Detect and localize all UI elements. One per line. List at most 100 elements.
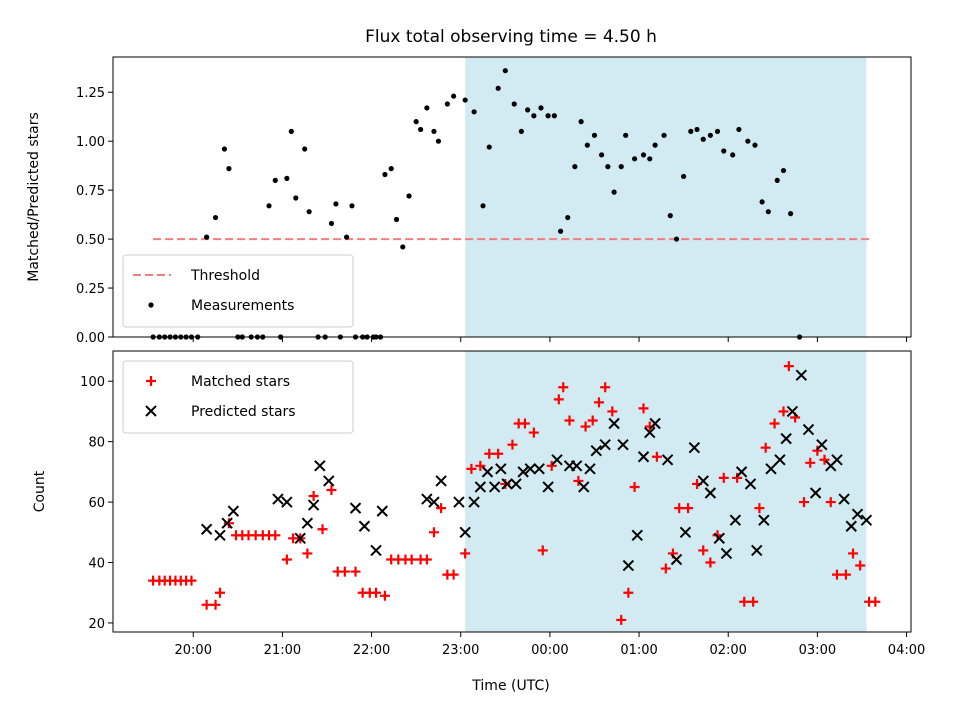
- data-point: [631, 156, 638, 162]
- data-point: [572, 164, 578, 170]
- data-point: [453, 496, 465, 508]
- data-point: [714, 128, 721, 135]
- data-point: [809, 487, 822, 499]
- data-point: [778, 406, 789, 417]
- data-point: [638, 403, 649, 414]
- data-point: [661, 454, 674, 466]
- data-point: [674, 503, 685, 514]
- data-point: [376, 505, 388, 517]
- data-point: [670, 553, 683, 566]
- data-point: [538, 105, 544, 111]
- data-point: [649, 417, 661, 430]
- data-point: [564, 415, 575, 426]
- data-point: [500, 478, 511, 489]
- data-point: [758, 514, 770, 526]
- data-point: [486, 144, 492, 150]
- data-point: [617, 438, 629, 451]
- data-point: [578, 481, 590, 493]
- data-point: [838, 493, 850, 505]
- legend-label: Threshold: [190, 268, 260, 284]
- data-point: [519, 418, 530, 429]
- bottom-y-axis-label: Count: [32, 470, 48, 512]
- data-point: [812, 445, 823, 456]
- data-point: [200, 523, 213, 535]
- data-point: [765, 209, 771, 215]
- data-point: [510, 478, 522, 490]
- y-tick-label: 40: [88, 557, 105, 572]
- x-axis-label: Time (UTC): [471, 678, 549, 694]
- data-point: [301, 517, 314, 529]
- data-point: [600, 382, 611, 393]
- data-point: [421, 554, 432, 565]
- plot-frame: [112, 350, 912, 633]
- data-point: [227, 505, 240, 517]
- data-point: [780, 432, 792, 445]
- y-tick-label: 60: [88, 496, 105, 511]
- data-point: [721, 148, 727, 154]
- data-point: [460, 548, 471, 559]
- data-point: [339, 566, 350, 577]
- data-point: [736, 126, 742, 133]
- data-point: [524, 463, 536, 475]
- data-point: [471, 109, 477, 115]
- data-point: [644, 426, 656, 439]
- data-point: [816, 438, 828, 451]
- data-point: [525, 107, 531, 113]
- data-point: [593, 397, 604, 408]
- data-point: [860, 514, 873, 526]
- data-point: [683, 503, 694, 514]
- data-point: [288, 128, 294, 135]
- data-point: [428, 496, 440, 508]
- legend-cross-swatch: [145, 405, 157, 417]
- legend-label: Predicted stars: [191, 404, 296, 420]
- data-point: [370, 544, 382, 557]
- data-point: [517, 466, 529, 478]
- count-panel: 20 40 60 80 100 20:00 21:00 22:00 23:00 00:00 01:0…: [80, 350, 925, 658]
- x-tick-label: 01:00: [620, 643, 657, 658]
- y-tick-label: 20: [88, 617, 105, 632]
- data-point: [558, 382, 569, 393]
- data-point: [435, 475, 447, 487]
- data-point: [413, 119, 419, 125]
- data-point: [557, 228, 564, 234]
- legend-dot-swatch: [148, 302, 154, 308]
- data-point: [616, 614, 627, 625]
- data-point: [698, 545, 709, 556]
- legend-label: Matched stars: [191, 374, 290, 390]
- data-point: [204, 234, 210, 240]
- data-point: [618, 164, 624, 170]
- data-point: [382, 171, 388, 178]
- data-point: [495, 85, 501, 91]
- data-point: [845, 520, 857, 532]
- data-point: [688, 441, 701, 454]
- data-point: [406, 554, 417, 565]
- data-point: [201, 599, 212, 610]
- data-point: [462, 97, 468, 103]
- data-point: [333, 201, 339, 207]
- data-point: [518, 128, 524, 135]
- data-point: [459, 526, 471, 538]
- data-point: [748, 596, 759, 607]
- data-point: [400, 244, 406, 250]
- data-point: [805, 457, 816, 468]
- y-tick-label: 0.00: [76, 331, 105, 346]
- data-point: [570, 460, 583, 472]
- data-point: [629, 481, 640, 492]
- data-point: [679, 526, 692, 538]
- data-point: [323, 475, 335, 487]
- data-point: [226, 166, 232, 172]
- data-point: [730, 152, 736, 158]
- data-point: [481, 466, 494, 478]
- data-point: [599, 152, 605, 158]
- data-point: [214, 529, 226, 542]
- data-point: [495, 463, 507, 475]
- data-point: [545, 113, 551, 119]
- data-point: [661, 132, 667, 138]
- data-point: [349, 203, 355, 209]
- data-point: [294, 532, 306, 545]
- observing-window: [465, 351, 867, 632]
- data-point: [302, 146, 308, 152]
- data-point: [652, 142, 658, 148]
- x-tick-label: 21:00: [264, 643, 301, 658]
